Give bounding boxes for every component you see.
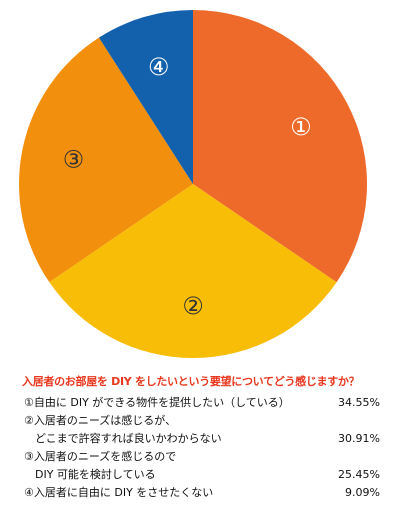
legend-item-4-text: ④入居者に自由に DIY をさせたくない [24,486,214,499]
legend-item-4-percent: 9.09% [345,486,380,499]
survey-question: 入居者のお部屋を DIY をしたいという要望についてどう感じますか？ [22,375,360,388]
legend-item-1-text: ①自由に DIY ができる物件を提供したい（している） [24,396,290,409]
pie-chart: ① ② ③ ④ [19,10,367,358]
legend-item-4: ④入居者に自由に DIY をさせたくない 9.09% [24,484,380,502]
legend-item-1-percent: 34.55% [338,396,380,409]
legend-item-2-percent: 30.91% [338,432,380,445]
pie-slice-4 [98,10,193,184]
pie-slice-label-2: ② [182,292,204,320]
pie-slice-1 [193,10,367,283]
legend: ①自由に DIY ができる物件を提供したい（している） 34.55% ②入居者の… [24,394,380,502]
pie-slice-label-4: ④ [148,53,170,81]
legend-item-3-text: ③入居者のニーズを感じるので DIY 可能を検討している [24,450,177,481]
legend-item-1: ①自由に DIY ができる物件を提供したい（している） 34.55% [24,394,380,412]
pie-slice-2 [49,184,337,358]
pie-slice-3 [19,37,194,283]
pie-chart-svg: ① ② ③ ④ [19,10,367,358]
legend-item-2: ②入居者のニーズは感じるが、 どこまで許容すれば良いかわからない 30.91% [24,412,380,448]
pie-slice-label-1: ① [290,113,312,141]
legend-item-3: ③入居者のニーズを感じるので DIY 可能を検討している 25.45% [24,448,380,484]
pie-slice-label-3: ③ [63,146,85,174]
legend-item-2-text: ②入居者のニーズは感じるが、 どこまで許容すれば良いかわからない [24,414,222,445]
legend-item-3-percent: 25.45% [338,468,380,481]
